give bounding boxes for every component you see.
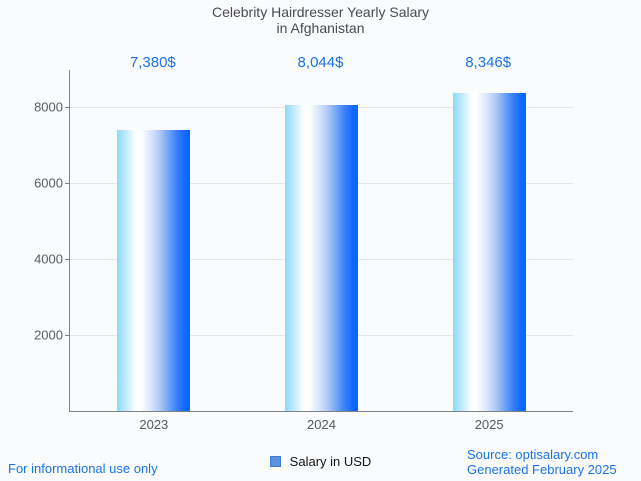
legend-swatch-icon <box>269 455 281 467</box>
legend-label: Salary in USD <box>289 453 372 469</box>
y-axis-tick <box>65 106 70 108</box>
y-axis-label: 2000 <box>34 327 63 343</box>
y-axis-label: 4000 <box>34 251 63 267</box>
value-annotation: 8,044$ <box>297 54 344 71</box>
bar-2025[interactable] <box>452 93 526 411</box>
generated-text: Generated February 2025 <box>467 462 617 477</box>
y-axis-tick <box>65 258 70 260</box>
disclaimer-text: For informational use only <box>8 461 158 476</box>
plot-area: 2000 4000 6000 8000 2023 2024 2025 <box>34 70 573 432</box>
y-axis-label: 6000 <box>34 175 63 191</box>
y-axis-label: 8000 <box>34 99 63 115</box>
legend: Salary in USD <box>0 453 641 469</box>
x-axis-label: 2024 <box>307 417 336 432</box>
y-axis-tick <box>65 182 70 184</box>
bar-2024[interactable] <box>285 104 358 411</box>
x-axis-label: 2025 <box>474 417 504 432</box>
value-annotation: 7,380$ <box>129 54 176 71</box>
chart-title-line1: Celebrity Hairdresser Yearly Salary <box>211 4 430 20</box>
chart-title: Celebrity Hairdresser Yearly Salary in A… <box>0 4 641 36</box>
chart-title-line2: in Afghanistan <box>276 20 365 36</box>
x-axis-label: 2023 <box>139 417 169 432</box>
bar-2023[interactable] <box>117 130 191 411</box>
value-annotation: 8,346$ <box>465 54 512 71</box>
source-block: Source: optisalary.com Generated Februar… <box>467 447 617 477</box>
source-text: Source: optisalary.com <box>467 447 599 462</box>
y-axis-tick <box>65 334 70 336</box>
